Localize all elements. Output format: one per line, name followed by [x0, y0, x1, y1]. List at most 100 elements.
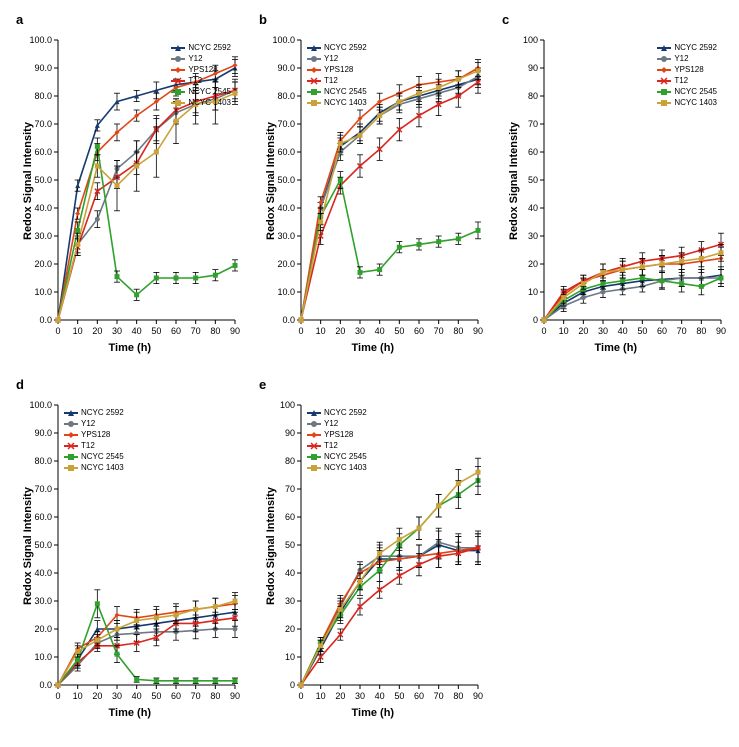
svg-text:80.0: 80.0 — [34, 456, 52, 466]
svg-text:40.0: 40.0 — [277, 203, 295, 213]
svg-text:90: 90 — [716, 326, 726, 336]
svg-text:30: 30 — [355, 326, 365, 336]
svg-text:60: 60 — [285, 512, 295, 522]
svg-text:90.0: 90.0 — [277, 63, 295, 73]
legend: NCYC 2592 Y12 YPS128 T12 NCYC 2545 — [657, 42, 717, 108]
legend-item: NCYC 2592 — [307, 407, 367, 418]
svg-text:40: 40 — [132, 691, 142, 701]
legend-label: Y12 — [674, 53, 688, 64]
legend-item: T12 — [171, 75, 231, 86]
svg-text:60.0: 60.0 — [34, 147, 52, 157]
legend-item: NCYC 1403 — [171, 97, 231, 108]
legend-item: NCYC 2592 — [171, 42, 231, 53]
svg-text:50: 50 — [637, 326, 647, 336]
svg-text:40: 40 — [375, 691, 385, 701]
legend-item: YPS128 — [307, 429, 367, 440]
svg-text:70: 70 — [677, 326, 687, 336]
legend-label: YPS128 — [674, 64, 703, 75]
legend-item: Y12 — [64, 418, 124, 429]
panel-b: b 0.010.020.030.040.050.060.070.080.090.… — [253, 10, 486, 360]
svg-text:0.0: 0.0 — [282, 315, 295, 325]
svg-text:50: 50 — [528, 175, 538, 185]
svg-text:40: 40 — [285, 568, 295, 578]
y-axis-label: Redox Signal Intensity — [22, 487, 34, 605]
svg-text:80.0: 80.0 — [34, 91, 52, 101]
svg-text:70: 70 — [434, 326, 444, 336]
legend: NCYC 2592 Y12 YPS128 T12 NCYC 2545 — [307, 42, 367, 108]
legend-label: YPS128 — [324, 429, 353, 440]
svg-text:40: 40 — [528, 203, 538, 213]
svg-text:0: 0 — [298, 691, 303, 701]
svg-text:20: 20 — [92, 691, 102, 701]
svg-text:20: 20 — [92, 326, 102, 336]
legend: NCYC 2592 Y12 YPS128 T12 NCYC 2545 — [171, 42, 231, 108]
legend-label: NCYC 2545 — [324, 86, 367, 97]
svg-text:70.0: 70.0 — [34, 484, 52, 494]
svg-text:10: 10 — [316, 691, 326, 701]
svg-text:40: 40 — [375, 326, 385, 336]
svg-text:30.0: 30.0 — [34, 596, 52, 606]
svg-text:10: 10 — [528, 287, 538, 297]
svg-text:20.0: 20.0 — [34, 624, 52, 634]
svg-text:80: 80 — [696, 326, 706, 336]
svg-text:30: 30 — [355, 691, 365, 701]
svg-text:20.0: 20.0 — [277, 259, 295, 269]
svg-text:10.0: 10.0 — [34, 287, 52, 297]
legend-label: NCYC 2592 — [674, 42, 717, 53]
legend-item: NCYC 2545 — [64, 451, 124, 462]
svg-text:20: 20 — [285, 624, 295, 634]
legend-label: NCYC 2592 — [81, 407, 124, 418]
legend: NCYC 2592 Y12 YPS128 T12 NCYC 2545 — [64, 407, 124, 473]
x-axis-label: Time (h) — [595, 342, 638, 354]
legend-label: Y12 — [324, 53, 338, 64]
legend-label: Y12 — [188, 53, 202, 64]
legend-label: T12 — [674, 75, 688, 86]
panel-a: a 0.010.020.030.040.050.060.070.080.090.… — [10, 10, 243, 360]
svg-text:90: 90 — [473, 691, 483, 701]
svg-text:70: 70 — [528, 119, 538, 129]
svg-text:100: 100 — [523, 35, 538, 45]
legend-label: NCYC 1403 — [324, 97, 367, 108]
y-axis-label: Redox Signal Intensity — [265, 487, 277, 605]
panel-d: d 0.010.020.030.040.050.060.070.080.090.… — [10, 375, 243, 725]
svg-text:0.0: 0.0 — [39, 315, 52, 325]
panel-label: a — [16, 12, 23, 27]
svg-text:100.0: 100.0 — [29, 35, 52, 45]
svg-text:60: 60 — [414, 691, 424, 701]
legend-label: NCYC 2545 — [188, 86, 231, 97]
legend-item: NCYC 2592 — [307, 42, 367, 53]
svg-text:0.0: 0.0 — [39, 680, 52, 690]
panel-e: e 01020304050607080901000102030405060708… — [253, 375, 486, 725]
svg-text:70.0: 70.0 — [277, 119, 295, 129]
svg-text:0: 0 — [533, 315, 538, 325]
svg-text:30.0: 30.0 — [34, 231, 52, 241]
svg-text:80: 80 — [528, 91, 538, 101]
legend-label: NCYC 2592 — [324, 407, 367, 418]
x-axis-label: Time (h) — [109, 342, 152, 354]
figure-panels: { "series_meta": [ {"key":"NCYC2592","la… — [0, 0, 739, 747]
svg-text:70.0: 70.0 — [34, 119, 52, 129]
legend-item: YPS128 — [171, 64, 231, 75]
legend-item: T12 — [657, 75, 717, 86]
svg-text:70: 70 — [434, 691, 444, 701]
svg-text:80.0: 80.0 — [277, 91, 295, 101]
svg-text:20.0: 20.0 — [34, 259, 52, 269]
svg-text:90: 90 — [230, 326, 240, 336]
legend-item: Y12 — [657, 53, 717, 64]
legend-label: NCYC 1403 — [81, 462, 124, 473]
legend-label: T12 — [81, 440, 95, 451]
svg-text:100: 100 — [280, 400, 295, 410]
svg-text:90: 90 — [285, 428, 295, 438]
legend-item: NCYC 1403 — [307, 97, 367, 108]
legend-item: YPS128 — [64, 429, 124, 440]
svg-text:50.0: 50.0 — [34, 540, 52, 550]
legend-item: NCYC 2592 — [657, 42, 717, 53]
legend-label: NCYC 2592 — [324, 42, 367, 53]
svg-text:60: 60 — [657, 326, 667, 336]
svg-text:70: 70 — [285, 484, 295, 494]
svg-text:50.0: 50.0 — [277, 175, 295, 185]
legend-item: NCYC 2545 — [307, 451, 367, 462]
svg-text:30: 30 — [598, 326, 608, 336]
svg-text:10: 10 — [285, 652, 295, 662]
legend-item: YPS128 — [307, 64, 367, 75]
